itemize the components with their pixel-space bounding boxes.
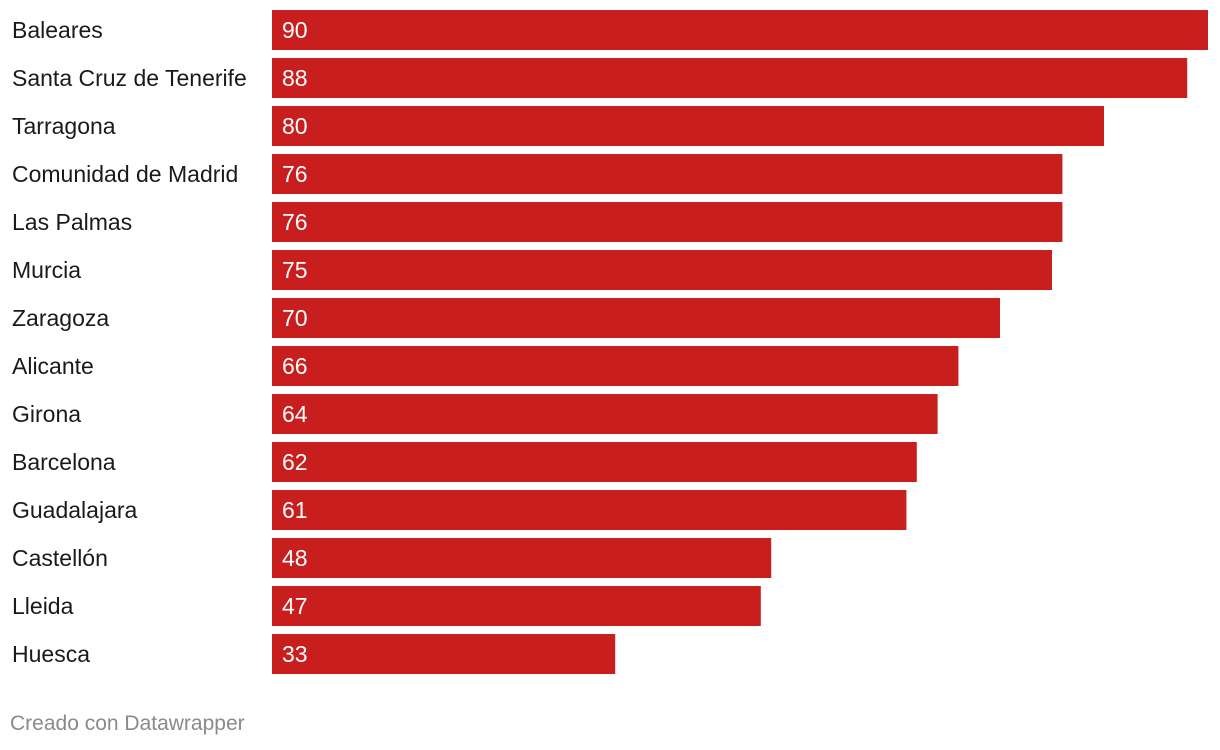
bar-value-label: 33 — [282, 641, 308, 667]
bar — [272, 442, 917, 482]
category-label: Baleares — [12, 17, 103, 43]
bar-value-label: 76 — [282, 161, 308, 187]
category-label: Girona — [12, 401, 81, 427]
category-label: Guadalajara — [12, 497, 138, 523]
bar-value-label: 75 — [282, 257, 308, 283]
bar — [272, 10, 1208, 50]
bar — [272, 346, 959, 386]
category-label: Zaragoza — [12, 305, 109, 331]
bar-value-label: 80 — [282, 113, 308, 139]
bar-value-label: 62 — [282, 449, 308, 475]
bar-value-label: 66 — [282, 353, 308, 379]
bar-value-label: 70 — [282, 305, 308, 331]
bar — [272, 154, 1063, 194]
bar — [272, 202, 1063, 242]
bar-value-label: 88 — [282, 65, 308, 91]
bar — [272, 490, 907, 530]
category-label: Santa Cruz de Tenerife — [12, 65, 247, 91]
category-label: Barcelona — [12, 449, 116, 475]
category-label: Castellón — [12, 545, 108, 571]
bar-value-label: 61 — [282, 497, 308, 523]
bar — [272, 250, 1052, 290]
category-label: Murcia — [12, 257, 81, 283]
bar-value-label: 76 — [282, 209, 308, 235]
category-label: Tarragona — [12, 113, 116, 139]
bar — [272, 538, 772, 578]
bar — [272, 634, 616, 674]
category-label: Huesca — [12, 641, 90, 667]
bar-chart: Baleares 90 Santa Cruz de Tenerife 88 Tarrag… — [12, 10, 1208, 674]
bar — [272, 106, 1104, 146]
category-label: Las Palmas — [12, 209, 132, 235]
bar-value-label: 47 — [282, 593, 308, 619]
category-label: Comunidad de Madrid — [12, 161, 238, 187]
bar — [272, 298, 1000, 338]
category-label: Lleida — [12, 593, 74, 619]
category-label: Alicante — [12, 353, 94, 379]
bar — [272, 394, 938, 434]
bar-value-label: 48 — [282, 545, 308, 571]
bar-value-label: 64 — [282, 401, 308, 427]
bar-value-label: 90 — [282, 17, 308, 43]
bar — [272, 58, 1188, 98]
bar — [272, 586, 761, 626]
chart-credit: Creado con Datawrapper — [10, 712, 245, 735]
